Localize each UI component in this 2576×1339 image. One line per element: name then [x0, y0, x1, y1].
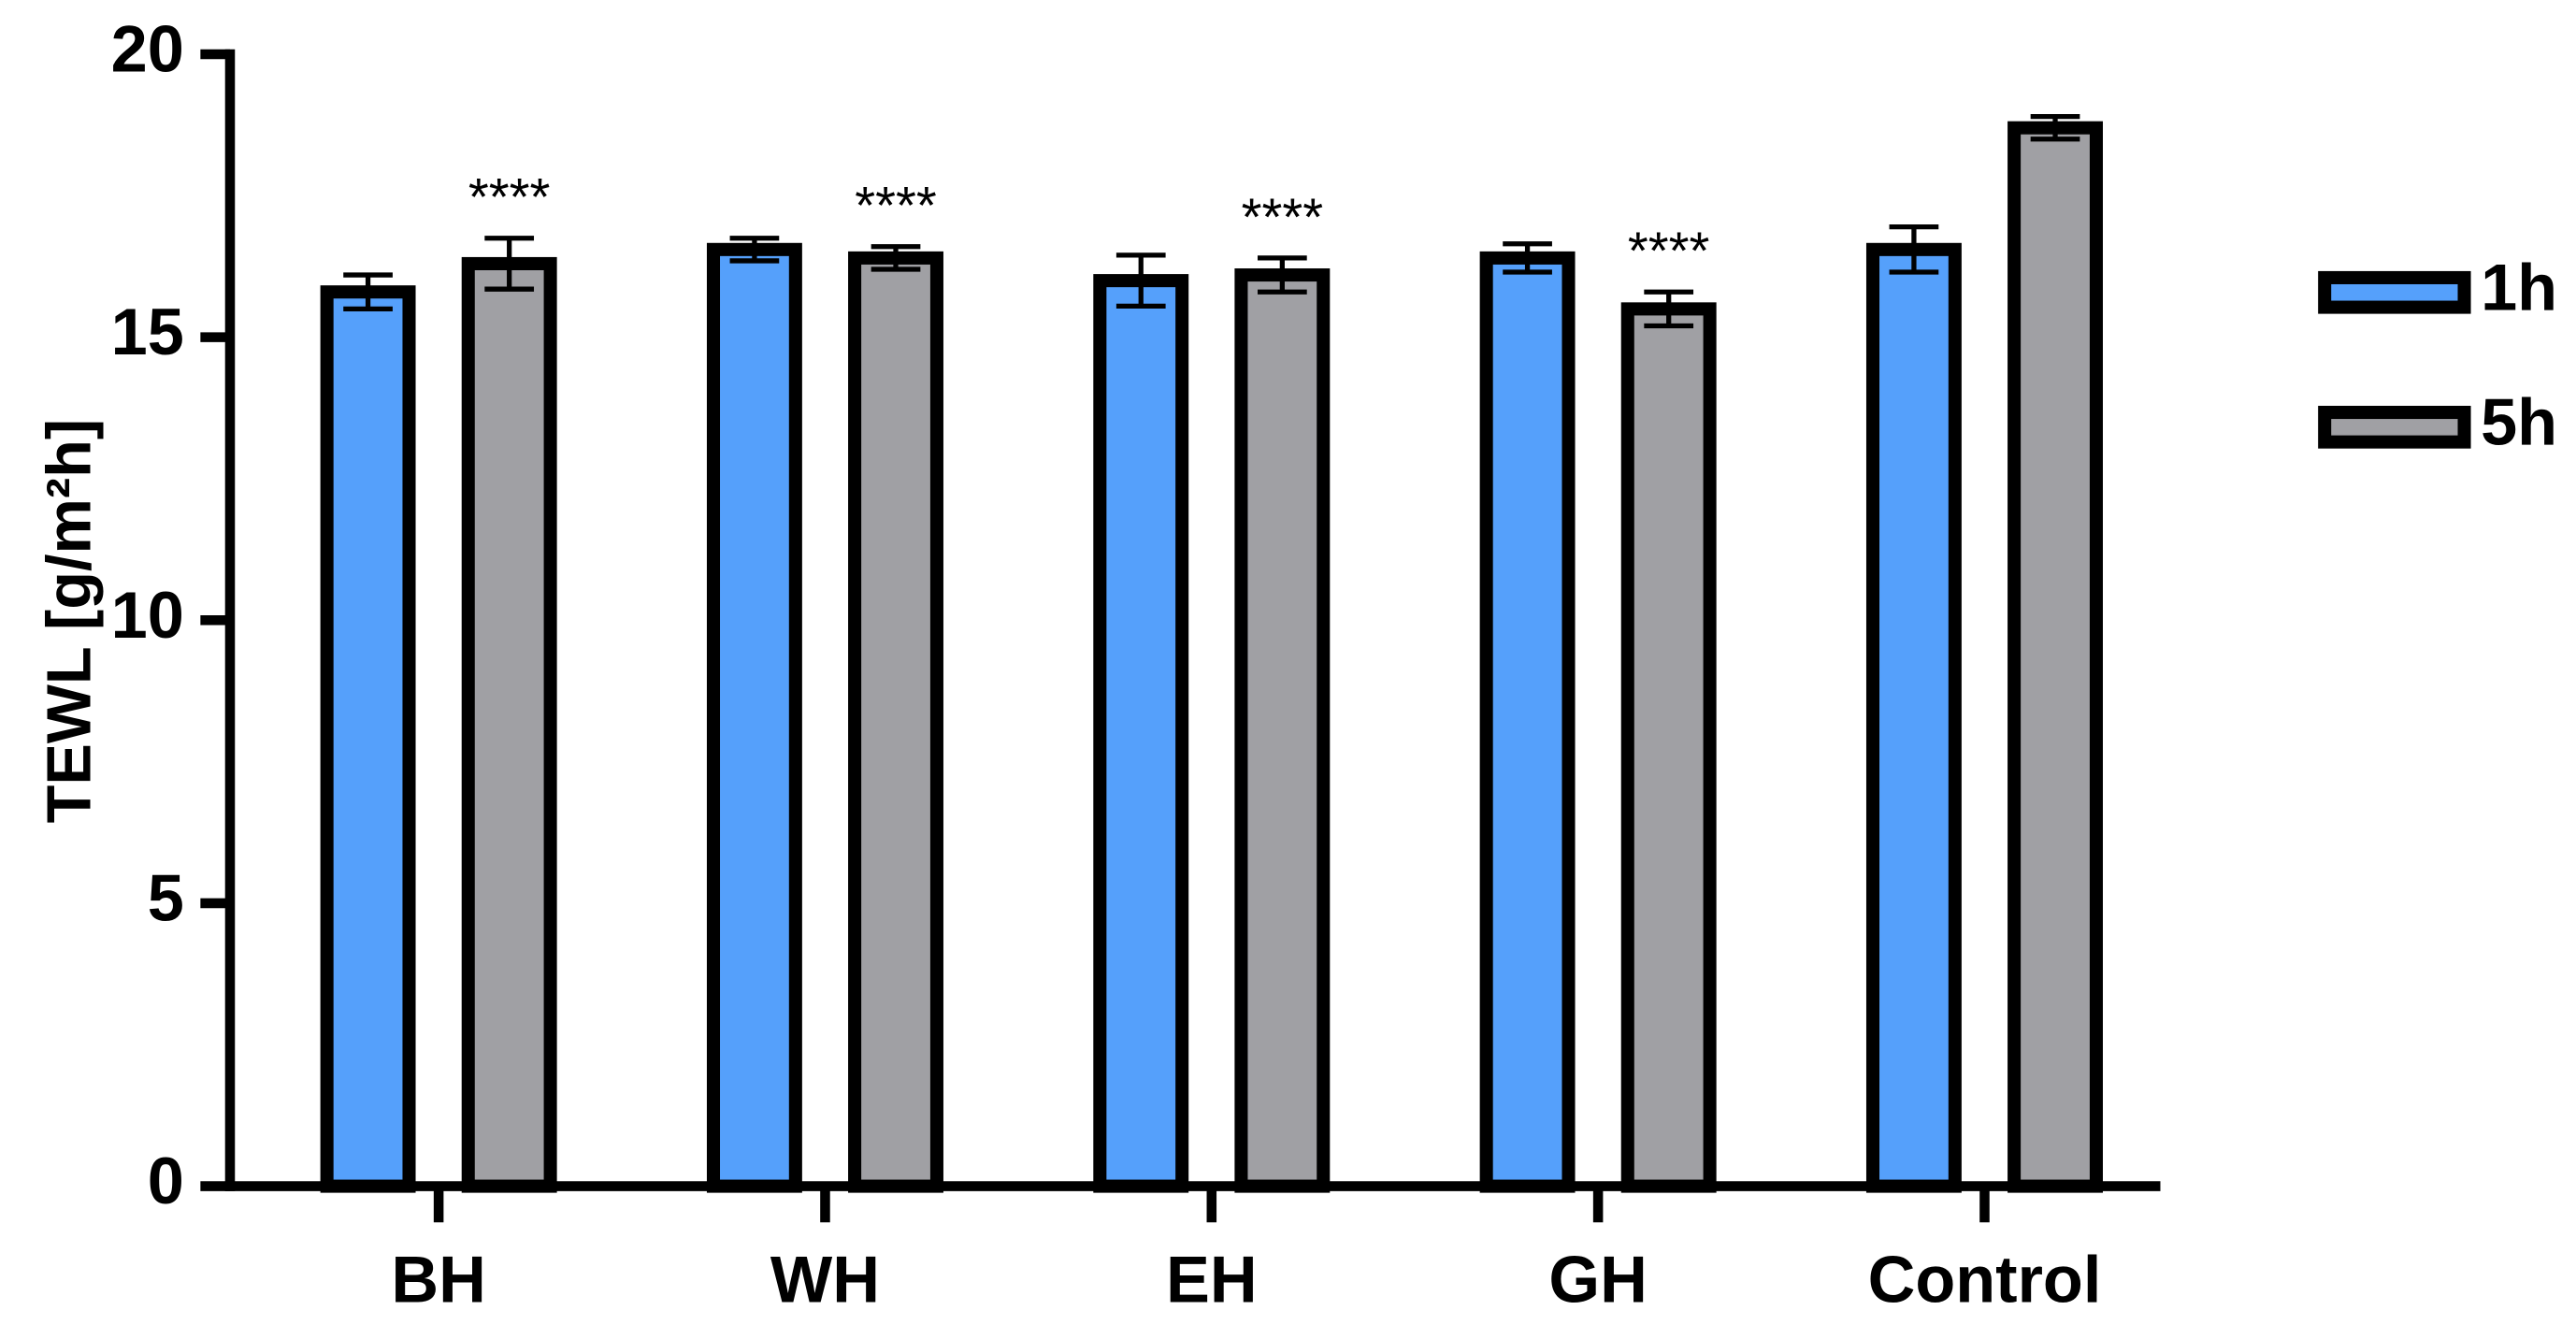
y-axis-label: TEWL [g/m²h]: [36, 419, 105, 824]
bar: [320, 285, 416, 1193]
error-bar: [729, 236, 780, 264]
x-tick-label: GH: [1548, 1243, 1647, 1317]
y-tick-label: 15: [111, 295, 184, 368]
bar: [706, 242, 802, 1193]
bar: [2008, 121, 2103, 1193]
y-tick-label: 10: [111, 578, 184, 652]
significance-label: ****: [1242, 187, 1324, 246]
error-bar: [343, 272, 393, 312]
bar: [1865, 242, 1962, 1193]
significance-label: ****: [855, 176, 937, 235]
y-tick-label: 5: [148, 860, 184, 934]
bar: [1479, 251, 1576, 1193]
significance-label: ****: [1628, 222, 1710, 281]
x-tick-label: WH: [770, 1243, 880, 1317]
error-bar: [2030, 113, 2080, 142]
x-tick-label: Control: [1868, 1243, 2102, 1317]
significance-label: ****: [468, 167, 551, 226]
bar: [461, 256, 557, 1193]
bar: [848, 251, 943, 1193]
bar: [1093, 274, 1189, 1193]
error-bar: [484, 236, 535, 292]
error-bar: [1889, 223, 1939, 275]
x-tick-label: EH: [1166, 1243, 1258, 1317]
y-tick-label: 0: [148, 1144, 184, 1217]
error-bar: [1115, 252, 1166, 309]
legend-label: 1h: [2481, 250, 2557, 324]
legend-label: 5h: [2481, 384, 2557, 458]
bar: [1234, 268, 1331, 1193]
legend-swatch: [2318, 405, 2471, 449]
error-bar: [1503, 241, 1552, 275]
error-bar: [1257, 255, 1307, 295]
y-tick-label: 20: [111, 12, 184, 86]
legend-swatch: [2318, 270, 2471, 314]
x-tick-label: BH: [391, 1243, 486, 1317]
error-bar: [871, 244, 921, 272]
bar: [1620, 302, 1717, 1193]
error-bar: [1644, 289, 1694, 329]
